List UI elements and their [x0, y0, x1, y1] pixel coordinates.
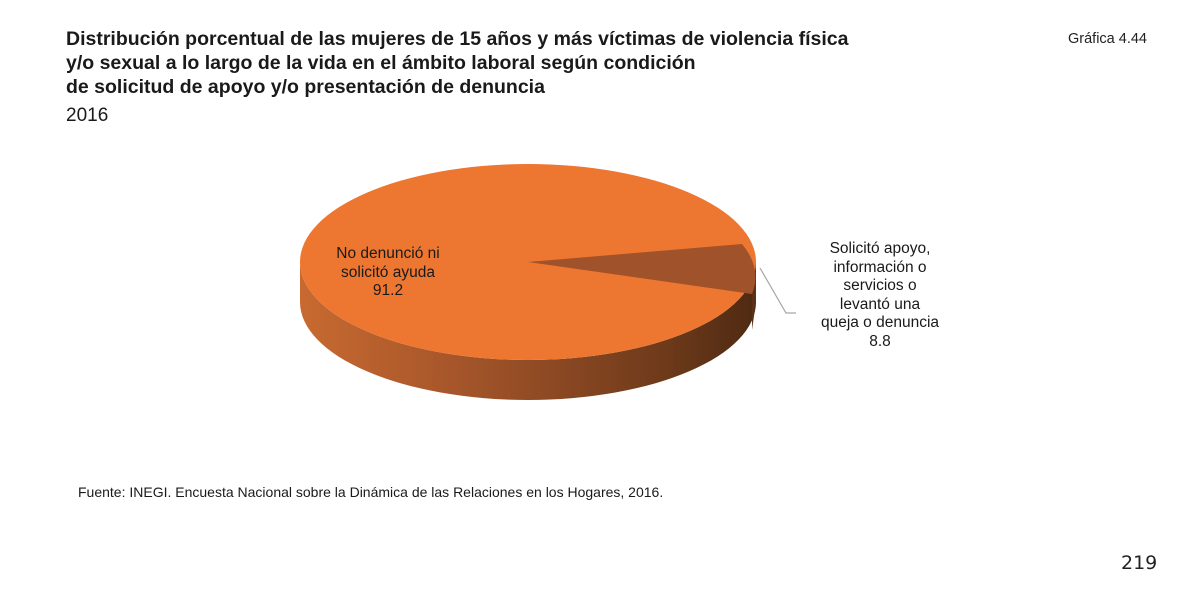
data-label-small-line: levantó una: [839, 295, 921, 313]
data-label-small-value: 8.8: [869, 332, 891, 350]
chart-title-line-2: y/o sexual a lo largo de la vida en el á…: [66, 52, 696, 74]
data-label-small: Solicitó apoyo, información o servicios …: [795, 240, 965, 351]
pie-side-wall: [300, 262, 756, 400]
data-label-main-value: 91.2: [372, 282, 404, 299]
chart-title-line-1: Distribución porcentual de las mujeres d…: [66, 28, 849, 50]
data-label-main-line: No denunció ni: [336, 245, 440, 262]
source-note: Fuente: INEGI. Encuesta Nacional sobre l…: [78, 484, 664, 500]
data-label-small-line: servicios o: [843, 277, 917, 294]
page-number: 219: [1121, 552, 1158, 574]
data-label-small-line: información o: [833, 258, 927, 276]
data-label-small-line: queja o denuncia: [820, 314, 940, 331]
leader-line: [759, 267, 796, 314]
pie-slice-small[interactable]: [528, 244, 756, 294]
data-label-small-line: Solicitó apoyo,: [829, 240, 931, 257]
chart-year: 2016: [66, 105, 109, 126]
data-label-main: No denunció ni solicitó ayuda 91.2: [318, 245, 458, 301]
chart-number: Gráfica 4.44: [1068, 31, 1147, 47]
chart-title-line-3: de solicitud de apoyo y/o presentación d…: [66, 76, 545, 98]
data-label-main-line: solicitó ayuda: [341, 263, 435, 281]
chart-title: Distribución porcentual de las mujeres d…: [66, 27, 966, 99]
